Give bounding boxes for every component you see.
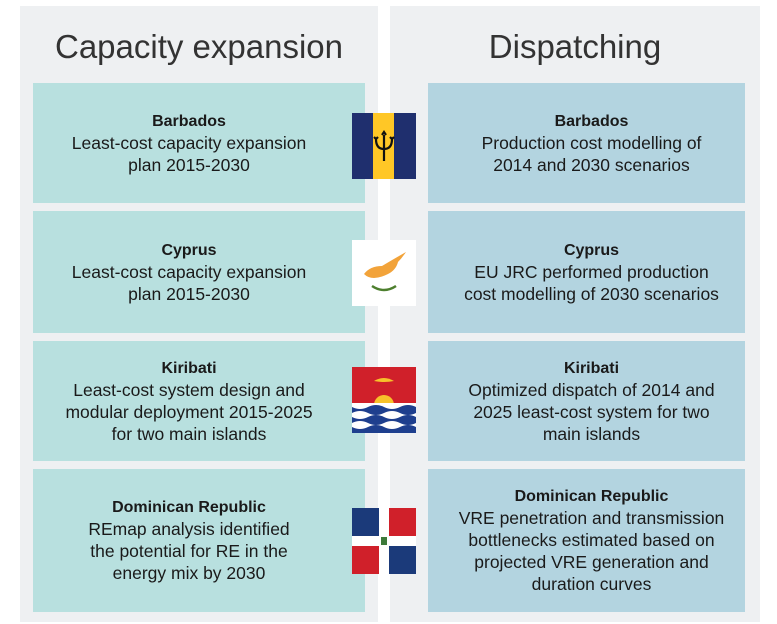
country: Barbados xyxy=(554,112,629,130)
description-line: REmap analysis identified xyxy=(88,519,290,539)
description-line: for two main islands xyxy=(111,423,267,444)
description-line: cost modelling of 2030 scenarios xyxy=(464,283,719,304)
capacity-box: Cyprus Least-cost capacity expansion plan … xyxy=(33,211,365,333)
country: Kiribati xyxy=(563,359,620,377)
description-line: EU JRC performed production xyxy=(474,261,709,282)
country: Barbados xyxy=(152,112,226,130)
country: Dominican Republic xyxy=(514,488,669,505)
description-line: 2014 and 2030 scenarios xyxy=(493,154,690,175)
description-line: plan 2015-2030 xyxy=(128,283,250,304)
description-line: energy mix by 2030 xyxy=(112,563,266,583)
flag-barbados xyxy=(352,113,416,179)
dispatch-box: Kiribati Optimized dispatch of 2014 and 20… xyxy=(428,341,745,461)
flag-kiribati xyxy=(352,367,416,433)
description-line: 2025 least-cost system for two xyxy=(473,401,710,422)
description-line: duration curves xyxy=(531,574,652,594)
capacity-box: Dominican Republic REmap analysis identif… xyxy=(33,469,365,612)
description-line: projected VRE generation and xyxy=(474,552,709,572)
left-header: Capacity expansion xyxy=(54,28,343,65)
capacity-box: Barbados Least-cost capacity expansion pla… xyxy=(33,83,365,203)
country: Kiribati xyxy=(161,359,217,377)
country: Dominican Republic xyxy=(112,499,266,516)
description-line: Optimized dispatch of 2014 and xyxy=(468,379,715,400)
description-line: main islands xyxy=(542,423,641,444)
country: Cyprus xyxy=(563,241,620,259)
description-line: bottlenecks estimated based on xyxy=(468,530,715,550)
description-line: Least-cost capacity expansion xyxy=(71,261,307,282)
description-line: Least-cost system design and xyxy=(73,379,305,400)
flag-dominican-republic xyxy=(352,508,416,574)
description-line: VRE penetration and transmission xyxy=(458,508,725,528)
flag-cyprus xyxy=(352,240,416,306)
right-header: Dispatching xyxy=(488,28,662,65)
capacity-box: Kiribati Least-cost system design and modu… xyxy=(33,341,365,461)
dispatch-box: Barbados Production cost modelling of 2014… xyxy=(428,83,745,203)
description-line: Least-cost capacity expansion xyxy=(71,132,307,153)
description-line: modular deployment 2015-2025 xyxy=(65,401,313,422)
description-line: plan 2015-2030 xyxy=(128,154,250,175)
dispatch-box: Dominican Republic VRE penetration and tr… xyxy=(428,469,745,612)
description-line: the potential for RE in the xyxy=(90,541,288,561)
description-line: Production cost modelling of xyxy=(481,132,702,153)
dispatch-box: Cyprus EU JRC performed production cost mo… xyxy=(428,211,745,333)
country: Cyprus xyxy=(161,241,217,259)
